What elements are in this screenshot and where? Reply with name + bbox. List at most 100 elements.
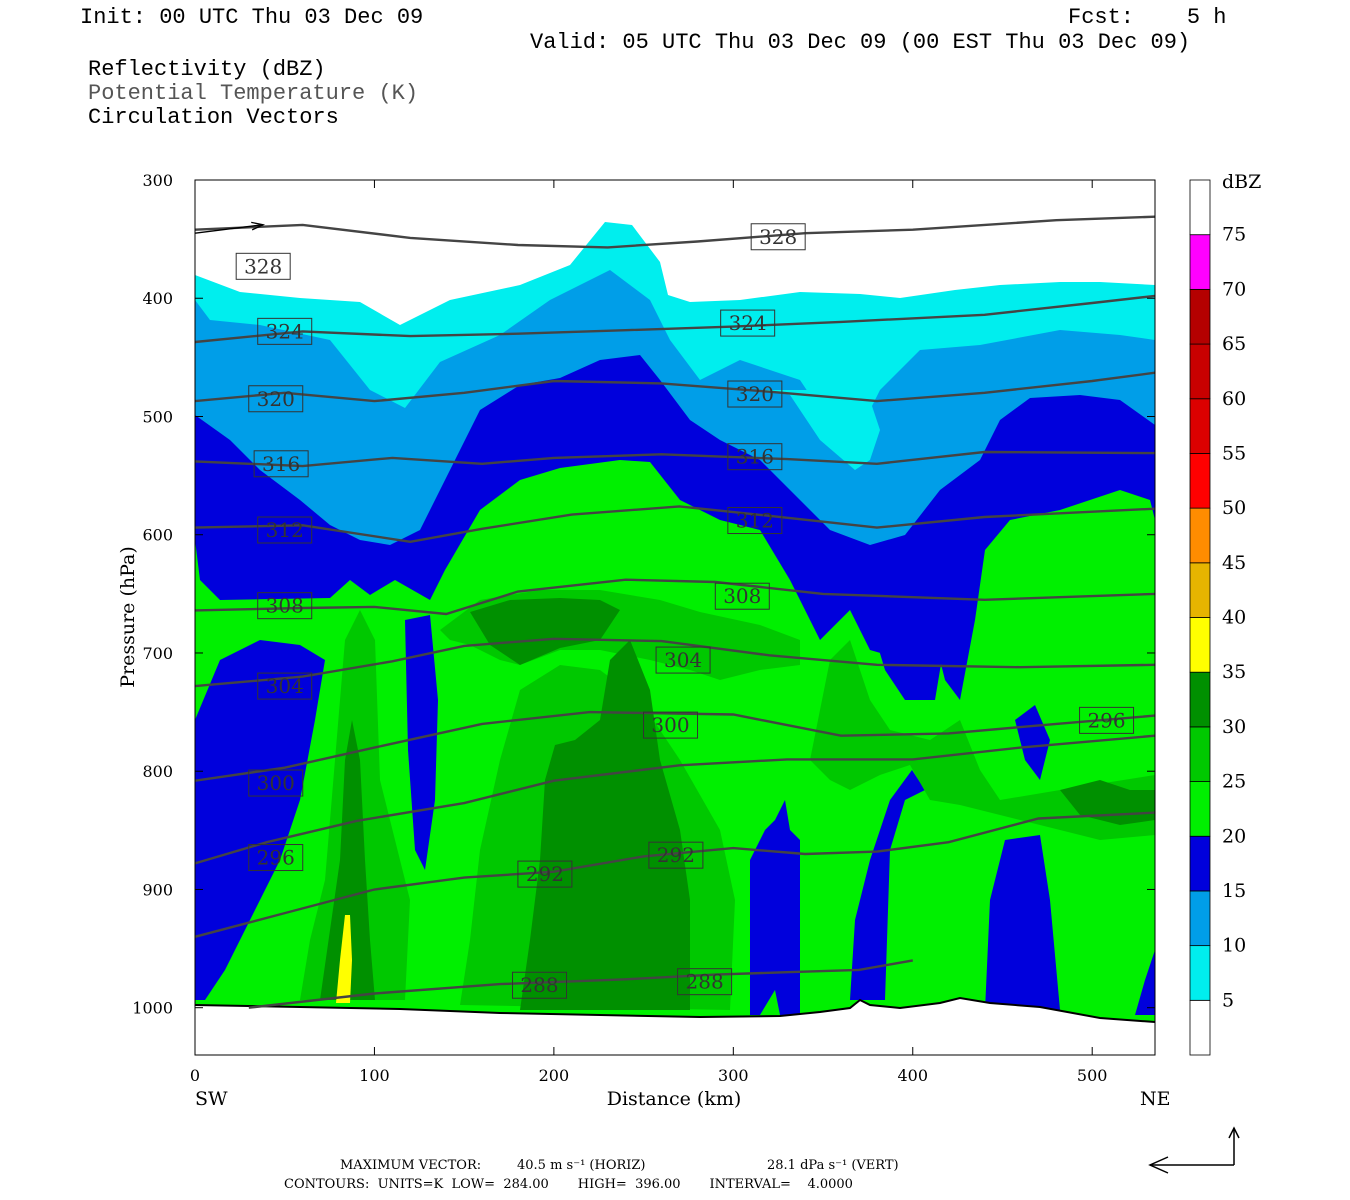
y-tick-label: 900 — [142, 880, 173, 899]
contour-label-312: 312 — [257, 516, 313, 544]
contour-label-300: 300 — [248, 769, 304, 797]
svg-text:316: 316 — [736, 445, 774, 469]
contour-label-304: 304 — [257, 672, 313, 700]
colorbar-level-label: 20 — [1222, 825, 1246, 847]
colorbar-unit: dBZ — [1222, 171, 1261, 193]
theta-contour-312 — [195, 505, 1155, 544]
colorbar-level-label: 45 — [1222, 552, 1246, 574]
colorbar-swatch — [1189, 890, 1211, 947]
x-tick-label: 200 — [539, 1066, 570, 1085]
theta-contour-308 — [195, 578, 1155, 616]
refl-15dbz-small-cell — [1015, 705, 1050, 780]
colorbar-level-label: 15 — [1222, 880, 1246, 902]
svg-text:288: 288 — [520, 973, 558, 997]
contour-label-324: 324 — [257, 317, 313, 345]
theta-contour-292 — [195, 811, 1155, 938]
x-tick-label: 300 — [718, 1066, 749, 1085]
x-axis: 0 100 200 300 400 500 — [190, 180, 1108, 1085]
y-tick-label: 400 — [142, 289, 173, 308]
svg-text:324: 324 — [729, 311, 767, 335]
theta-contours: 328 328 324 324 320 320 316 316 312 312 308 308 304 3… — [195, 215, 1155, 1009]
refl-30dbz-core — [520, 640, 690, 1010]
y-tick-label: 300 — [142, 171, 173, 190]
refl-15dbz-narrow-column — [405, 615, 438, 870]
field-title-potential-temperature: Potential Temperature (K) — [88, 81, 419, 106]
x-tick-label: 0 — [190, 1066, 200, 1085]
svg-text:308: 308 — [723, 584, 761, 608]
colorbar-level-label: 25 — [1222, 771, 1246, 793]
contour-label-292: 292 — [648, 841, 704, 869]
contour-label-320: 320 — [727, 380, 783, 408]
contour-label-296: 296 — [1079, 706, 1135, 734]
y-tick-label: 700 — [142, 644, 173, 663]
contour-label-304: 304 — [655, 646, 711, 674]
field-title-reflectivity: Reflectivity (dBZ) — [88, 57, 326, 82]
contour-label-320: 320 — [248, 385, 304, 413]
colorbar-level-label: 55 — [1222, 442, 1246, 464]
svg-text:328: 328 — [244, 254, 282, 278]
svg-text:324: 324 — [266, 319, 304, 343]
contour-label-312: 312 — [727, 507, 783, 535]
y-tick-label: 600 — [142, 526, 173, 545]
svg-text:308: 308 — [266, 594, 304, 618]
svg-text:300: 300 — [651, 713, 689, 737]
y-axis-title: Pressure (hPa) — [117, 546, 139, 688]
y-axis: 300 400 500 600 700 800 900 1000 — [132, 171, 1155, 1018]
colorbar-swatch — [1189, 726, 1211, 782]
contour-label-292: 292 — [517, 860, 573, 888]
terrain-mask — [195, 998, 1155, 1055]
svg-text:292: 292 — [657, 843, 695, 867]
max-vector-vert: 28.1 dPa s⁻¹ (VERT) — [767, 1158, 899, 1173]
svg-text:296: 296 — [1087, 708, 1125, 732]
x-tick-label: 400 — [897, 1066, 928, 1085]
colorbar-swatch — [1189, 562, 1211, 618]
colorbar: 5 10 15 20 25 30 35 40 45 50 55 60 65 70 75 — [1189, 179, 1246, 1056]
colorbar-swatch — [1189, 781, 1211, 837]
colorbar-swatch — [1189, 507, 1211, 564]
colorbar-swatch — [1189, 234, 1211, 290]
colorbar-swatch — [1189, 453, 1211, 509]
svg-text:296: 296 — [257, 846, 295, 870]
contour-label-328: 328 — [235, 252, 291, 280]
svg-text:288: 288 — [686, 970, 724, 994]
refl-15dbz-right-column — [985, 835, 1060, 1010]
colorbar-level-label: 65 — [1222, 333, 1246, 355]
contour-label-288: 288 — [512, 971, 568, 999]
colorbar-swatch — [1189, 398, 1211, 454]
refl-35dbz-cell — [336, 915, 352, 1003]
colorbar-swatch — [1189, 835, 1211, 892]
svg-text:312: 312 — [266, 518, 304, 542]
field-title-circulation-vectors: Circulation Vectors — [88, 105, 339, 130]
colorbar-level-label: 50 — [1222, 497, 1246, 519]
forecast-hour: Fcst: 5 h — [1068, 5, 1227, 30]
y-tick-label: 1000 — [132, 999, 173, 1018]
contour-label-324: 324 — [720, 309, 776, 337]
reference-vector-icon — [1148, 1126, 1240, 1174]
max-vector-label: MAXIMUM VECTOR: — [340, 1158, 482, 1173]
contour-label-328: 328 — [750, 223, 806, 251]
colorbar-level-label: 40 — [1222, 607, 1246, 629]
plot-frame — [194, 179, 1156, 1056]
colorbar-level-label: 10 — [1222, 935, 1246, 957]
colorbar-swatch — [1189, 999, 1211, 1056]
theta-contour-324 — [195, 294, 1155, 344]
theta-contour-288 — [248, 959, 914, 1009]
contour-label-316: 316 — [727, 443, 783, 471]
sw-label: SW — [195, 1088, 228, 1110]
x-tick-label: 500 — [1077, 1066, 1108, 1085]
svg-text:304: 304 — [664, 648, 702, 672]
svg-text:316: 316 — [262, 452, 300, 476]
contour-label-308: 308 — [714, 582, 770, 610]
terrain-line — [194, 996, 1156, 1023]
x-axis-title: Distance (km) — [607, 1088, 742, 1110]
colorbar-level-label: 30 — [1222, 716, 1246, 738]
y-tick-label: 500 — [142, 407, 173, 426]
theta-contour-296 — [195, 734, 1155, 865]
x-tick-label: 100 — [359, 1066, 390, 1085]
colorbar-swatch — [1189, 671, 1211, 728]
svg-text:304: 304 — [266, 674, 304, 698]
theta-contour-300 — [195, 710, 1155, 782]
max-vector-horiz: 40.5 m s⁻¹ (HORIZ) — [517, 1158, 646, 1173]
svg-text:328: 328 — [759, 225, 797, 249]
contour-info: CONTOURS: UNITS=K LOW= 284.00 HIGH= 396.… — [284, 1177, 853, 1192]
